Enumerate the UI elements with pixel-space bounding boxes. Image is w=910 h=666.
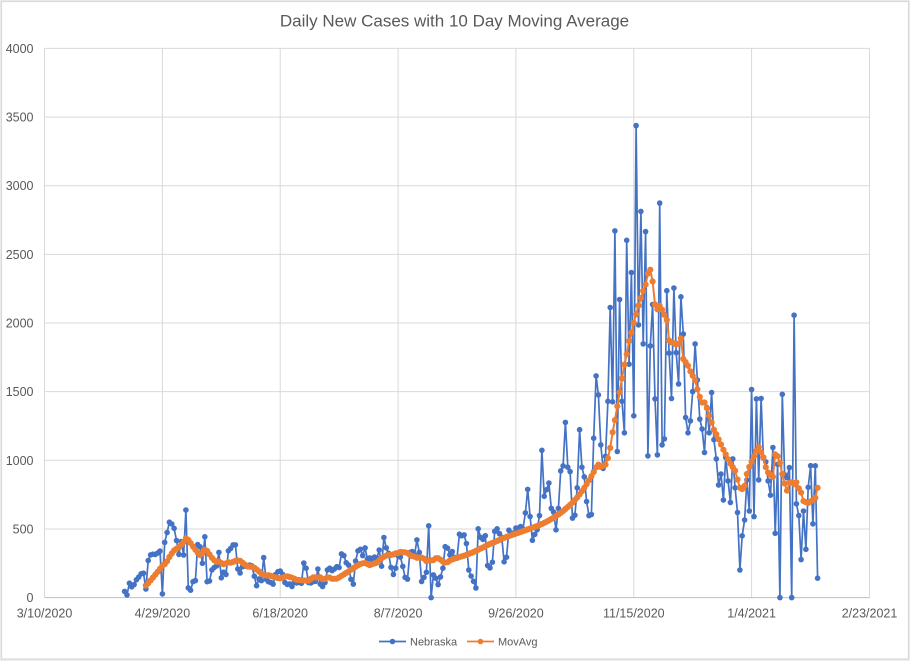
svg-text:4000: 4000 <box>6 42 34 56</box>
svg-text:9/26/2020: 9/26/2020 <box>488 607 544 621</box>
svg-text:2500: 2500 <box>6 248 34 262</box>
svg-text:11/15/2020: 11/15/2020 <box>603 607 665 621</box>
svg-text:0: 0 <box>27 591 34 605</box>
svg-text:1/4/2021: 1/4/2021 <box>727 607 776 621</box>
svg-text:MovAvg: MovAvg <box>498 637 538 649</box>
svg-text:2000: 2000 <box>6 317 34 331</box>
svg-text:Nebraska: Nebraska <box>410 637 458 649</box>
svg-text:6/18/2020: 6/18/2020 <box>252 607 308 621</box>
svg-text:8/7/2020: 8/7/2020 <box>374 607 423 621</box>
svg-text:500: 500 <box>13 523 34 537</box>
svg-text:3500: 3500 <box>6 111 34 125</box>
svg-text:3000: 3000 <box>6 179 34 193</box>
svg-text:4/29/2020: 4/29/2020 <box>135 607 191 621</box>
svg-text:2/23/2021: 2/23/2021 <box>842 607 898 621</box>
svg-text:1500: 1500 <box>6 385 34 399</box>
svg-text:1000: 1000 <box>6 454 34 468</box>
svg-text:3/10/2020: 3/10/2020 <box>17 607 73 621</box>
svg-text:Daily New Cases with 10 Day Mo: Daily New Cases with 10 Day Moving Avera… <box>280 12 629 31</box>
